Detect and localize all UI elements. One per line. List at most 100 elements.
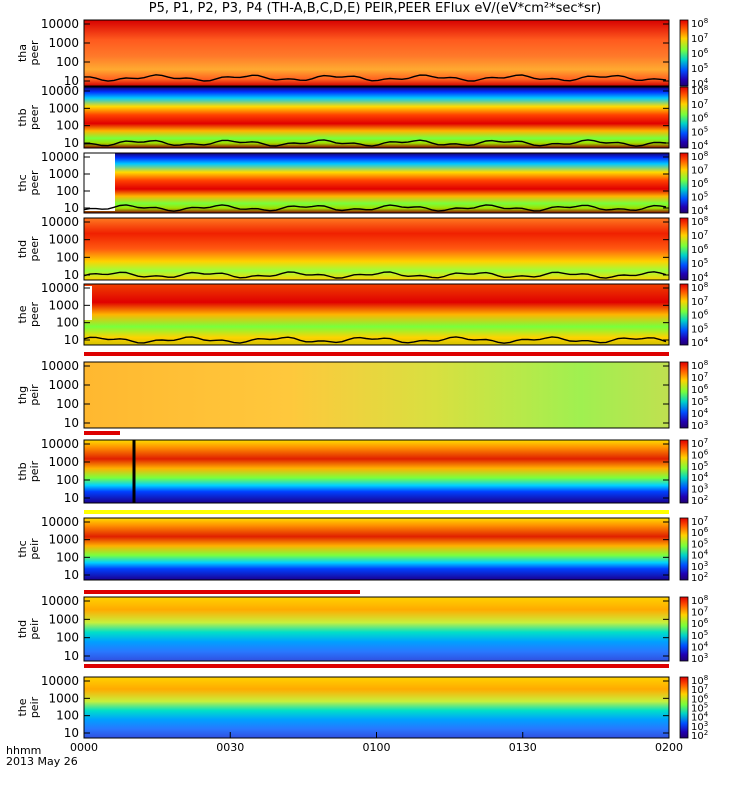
- colorbar-tick-label: 106: [691, 526, 709, 539]
- colorbar: [679, 439, 689, 504]
- colorbar-tick-label: 105: [691, 395, 708, 408]
- quality-flag-bar: [84, 664, 669, 668]
- colorbar-tick-label: 107: [691, 683, 708, 696]
- colorbar-tick-label: 105: [691, 62, 708, 75]
- y-tick-label: 10: [64, 136, 79, 150]
- colorbar-tick-label: 104: [691, 407, 709, 420]
- y-tick-label: 10000: [41, 594, 79, 608]
- plot-frame: [83, 596, 670, 662]
- spectrogram-image: [84, 284, 669, 345]
- colorbar-tick-label: 107: [691, 606, 708, 619]
- colorbar-tick-label: 102: [691, 729, 708, 742]
- colorbar-tick-label: 105: [691, 322, 708, 335]
- panel-label-instrument: peer: [28, 302, 41, 328]
- sc-potential-trace: [83, 336, 667, 344]
- spectrogram-image: [84, 518, 669, 580]
- spectrogram-image: [84, 362, 669, 428]
- sc-potential-trace: [84, 74, 667, 82]
- colorbar-tick-label: 105: [691, 460, 708, 473]
- x-tick-label: 0030: [216, 741, 244, 754]
- colorbar: [679, 596, 689, 662]
- y-tick-label: 10: [64, 491, 79, 505]
- y-tick-label: 1000: [48, 378, 79, 392]
- y-tick-label: 1000: [48, 167, 79, 181]
- colorbar-tick-label: 104: [691, 139, 709, 152]
- y-tick-label: 100: [56, 550, 79, 564]
- y-tick-label: 10: [64, 333, 79, 347]
- plot-frame: [83, 217, 670, 281]
- panel-label-probe: tha: [16, 44, 29, 62]
- colorbar-tick-label: 107: [691, 98, 708, 111]
- y-tick-label: 100: [56, 473, 79, 487]
- x-tick-label: 0000: [70, 741, 98, 754]
- sc-potential-trace: [83, 139, 667, 147]
- colorbar-tick-label: 103: [691, 720, 708, 733]
- panel-label-instrument: peir: [28, 538, 41, 560]
- sc-potential-trace: [83, 271, 667, 279]
- colorbar-tick-label: 106: [691, 112, 709, 125]
- panel-label-probe: thg: [16, 386, 29, 404]
- colorbar-tick-label: 105: [691, 702, 708, 715]
- spectrogram-image: [84, 20, 669, 86]
- plot-frame: [83, 517, 670, 581]
- panel-label-probe: the: [16, 698, 29, 716]
- y-tick-label: 100: [56, 631, 79, 645]
- panel-label-instrument: peir: [28, 384, 41, 406]
- colorbar-tick-label: 103: [691, 652, 708, 665]
- colorbar-tick-label: 106: [691, 617, 709, 630]
- y-tick-label: 100: [56, 397, 79, 411]
- colorbar-tick-label: 104: [691, 711, 709, 724]
- y-tick-label: 1000: [48, 533, 79, 547]
- y-tick-label: 10: [64, 416, 79, 430]
- colorbar-tick-label: 106: [691, 309, 709, 322]
- quality-flag-bar: [84, 431, 120, 435]
- y-tick-label: 10: [64, 268, 79, 282]
- colorbar-tick-label: 103: [691, 560, 708, 573]
- y-tick-label: 10000: [41, 359, 79, 373]
- panel-label-instrument: peir: [28, 618, 41, 640]
- quality-flag-bar: [84, 590, 360, 594]
- colorbar: [679, 19, 689, 87]
- y-tick-label: 10000: [41, 515, 79, 529]
- colorbar: [679, 283, 689, 346]
- colorbar-tick-label: 104: [691, 204, 709, 217]
- x-axis: 0000 0030 0100 0130 0200: [70, 732, 683, 754]
- date-label: 2013 May 26: [6, 755, 78, 768]
- panel-label-probe: thb: [16, 462, 29, 480]
- y-tick-label: 10: [64, 201, 79, 215]
- panel-label-instrument: peer: [28, 40, 41, 66]
- colorbar-tick-label: 106: [691, 243, 709, 256]
- colorbar: [679, 676, 689, 739]
- page-title: P5, P1, P2, P3, P4 (TH-A,B,C,D,E) PEIR,P…: [148, 1, 602, 16]
- colorbar-tick-label: 107: [691, 32, 708, 45]
- colorbar-tick-label: 105: [691, 629, 708, 642]
- plot-frame: [83, 86, 670, 149]
- spectrogram-image: [84, 218, 669, 280]
- colorbar-tick-label: 106: [691, 383, 709, 396]
- y-tick-label: 100: [56, 316, 79, 330]
- colorbar-tick-label: 108: [691, 84, 708, 97]
- y-tick-label: 1000: [48, 233, 79, 247]
- panel-label-probe: the: [16, 305, 29, 323]
- x-tick-label: 0100: [363, 741, 391, 754]
- colorbar-tick-label: 104: [691, 271, 709, 284]
- y-tick-label: 1000: [48, 101, 79, 115]
- colorbar-tick-label: 103: [691, 483, 708, 496]
- panel-label-probe: thc: [16, 174, 29, 191]
- spectrogram-image: [84, 153, 669, 213]
- plot-frame: [83, 361, 670, 429]
- colorbar-tick-label: 107: [691, 371, 708, 384]
- colorbar-tick-label: 108: [691, 215, 708, 228]
- y-tick-label: 1000: [48, 298, 79, 312]
- plot-frame: [83, 283, 670, 346]
- colorbar-tick-label: 107: [691, 437, 708, 450]
- colorbar-tick-label: 104: [691, 336, 709, 349]
- colorbar-tick-label: 108: [691, 359, 708, 372]
- quality-flag-bar: [84, 510, 669, 514]
- y-tick-label: 10: [64, 568, 79, 582]
